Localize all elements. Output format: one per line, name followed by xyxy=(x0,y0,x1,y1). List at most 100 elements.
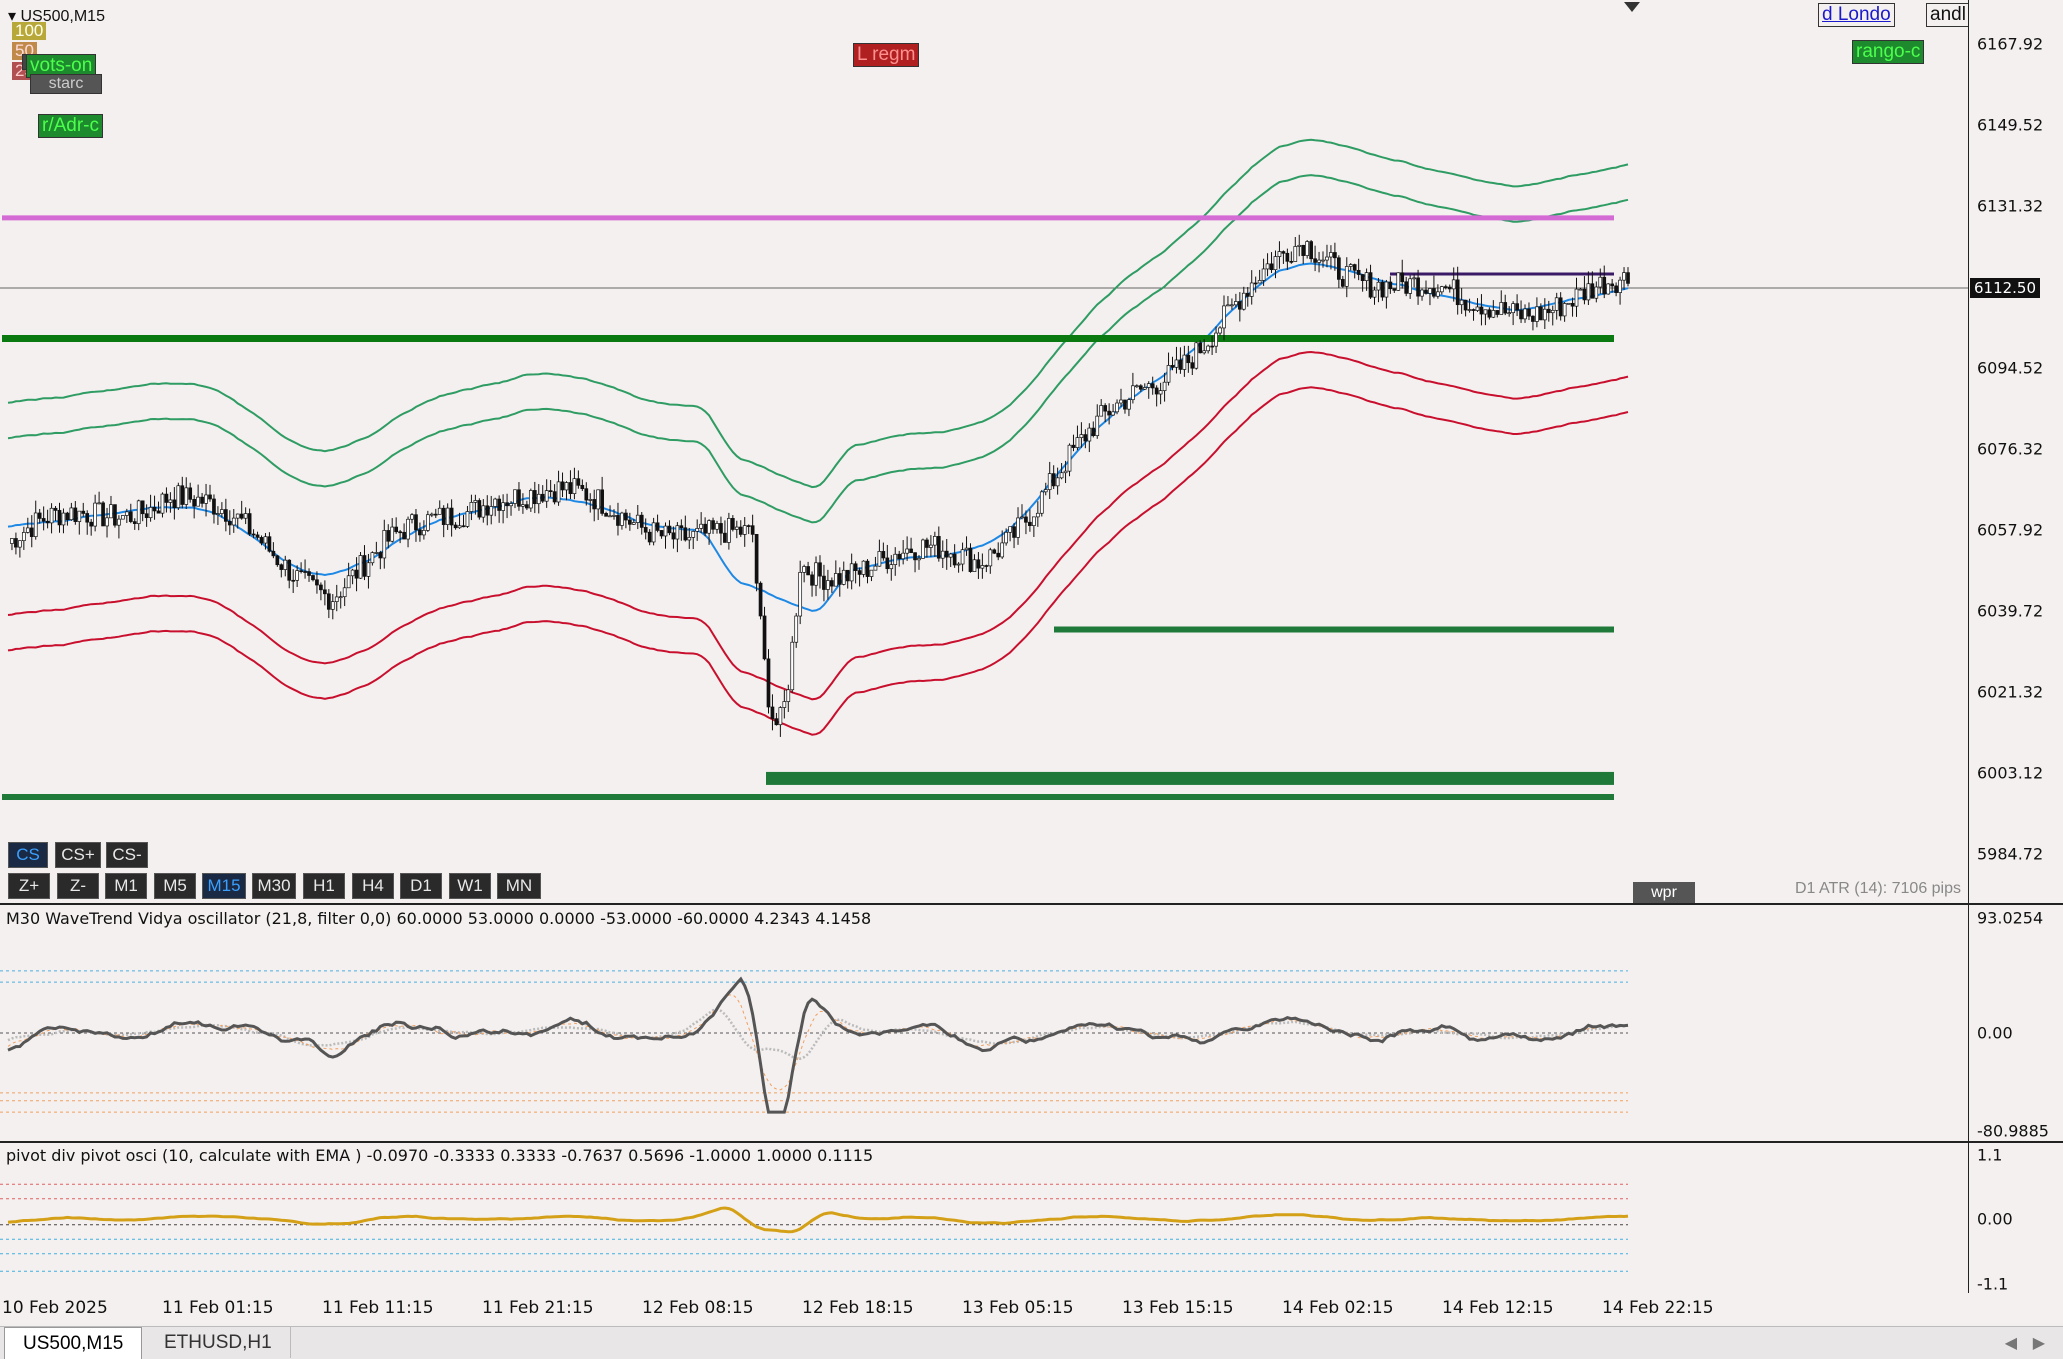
tab-us500-m15[interactable]: US500,M15 xyxy=(4,1327,143,1359)
time-tick: 11 Feb 21:15 xyxy=(482,1298,594,1318)
piv-tick: 1.1 xyxy=(1977,1145,2003,1165)
candle-body xyxy=(1059,472,1064,479)
pane-divider[interactable] xyxy=(0,903,2063,905)
candle-body xyxy=(1154,387,1159,395)
timeframe-h4-button[interactable]: H4 xyxy=(352,873,394,899)
candle-body xyxy=(97,502,101,505)
candle-body xyxy=(124,511,129,516)
candle-body xyxy=(643,527,648,533)
scroll-right-icon[interactable]: ▶ xyxy=(2032,1335,2045,1352)
candle-body xyxy=(1495,310,1500,315)
candle-body xyxy=(164,493,169,503)
timeframe-w1-button[interactable]: W1 xyxy=(449,873,491,899)
candle-body xyxy=(877,551,882,567)
candle-body xyxy=(1067,444,1072,472)
zoom-out-button[interactable]: Z- xyxy=(57,873,99,899)
candle-body xyxy=(477,500,482,518)
wavetrend-pane[interactable]: M30 WaveTrend Vidya oscillator (21,8, fi… xyxy=(0,905,1968,1141)
price-tick: 6076.32 xyxy=(1977,439,2044,459)
zoom-in-button[interactable]: Z+ xyxy=(8,873,50,899)
price-chart-svg[interactable] xyxy=(0,0,1968,903)
candle-body xyxy=(806,566,810,576)
candle-body xyxy=(1020,516,1024,519)
candle-body xyxy=(275,555,280,566)
time-tick: 13 Feb 15:15 xyxy=(1122,1298,1234,1318)
pivot-osc-line xyxy=(7,1206,1629,1234)
candle-body xyxy=(1499,302,1504,315)
candle-body xyxy=(727,518,731,543)
candle-body xyxy=(223,509,228,522)
chart-tab-bar: US500,M15 ETHUSD,H1 ◀ ▶ xyxy=(0,1326,2063,1359)
london-label[interactable]: d Londo xyxy=(1818,3,1895,27)
candle-body xyxy=(925,539,929,548)
wpr-button[interactable]: wpr xyxy=(1633,882,1695,903)
candle-body xyxy=(1356,269,1361,275)
candle-body xyxy=(1610,283,1615,287)
scroll-left-icon[interactable]: ◀ xyxy=(2004,1335,2017,1352)
candle-body xyxy=(1047,473,1052,490)
candle-label[interactable]: andl xyxy=(1926,3,1968,27)
candle-body xyxy=(837,573,842,585)
candle-body xyxy=(370,552,375,564)
candle-body xyxy=(1348,264,1353,267)
candle-body xyxy=(544,490,549,502)
candle-body xyxy=(1372,289,1377,298)
chart-shift-icon[interactable] xyxy=(1624,2,1640,12)
candle-body xyxy=(160,493,165,514)
candle-body xyxy=(1523,308,1527,320)
candle-body xyxy=(901,552,906,560)
candle-body xyxy=(1598,276,1603,288)
drango-button[interactable]: rango-c xyxy=(1852,40,1925,64)
candle-body xyxy=(1190,362,1195,369)
candle-body xyxy=(893,553,898,565)
candle-body xyxy=(988,549,993,567)
candle-body xyxy=(1317,259,1321,263)
candle-body xyxy=(402,531,406,540)
candle-body xyxy=(342,587,347,598)
wavetrend-axis: 93.0254 0.00 -80.9885 xyxy=(1968,905,2063,1141)
candle-body xyxy=(1531,315,1535,322)
candle-body xyxy=(1313,258,1317,263)
candle-body xyxy=(1443,286,1448,288)
price-chart-pane[interactable]: ▾ US500,M15 100 50 25 vots-on starc r/Ad… xyxy=(0,0,1968,903)
timeframe-m30-button[interactable]: M30 xyxy=(252,873,296,899)
candle-body xyxy=(1000,542,1005,558)
cs-minus-button[interactable]: CS- xyxy=(106,842,148,868)
candle-body xyxy=(1360,274,1365,282)
timeframe-m5-button[interactable]: M5 xyxy=(154,873,196,899)
pivot-osc-pane[interactable]: pivot div pivot osci (10, calculate with… xyxy=(0,1143,1968,1293)
candle-body xyxy=(45,520,50,524)
candle-body xyxy=(822,575,826,590)
starc-button[interactable]: starc xyxy=(30,74,102,94)
candle-body xyxy=(616,515,620,526)
candle-body xyxy=(362,555,367,577)
candle-body xyxy=(152,507,157,512)
candle-body xyxy=(750,525,755,535)
candle-body xyxy=(172,499,177,509)
candle-body xyxy=(501,502,505,511)
cs-plus-button[interactable]: CS+ xyxy=(55,842,101,868)
candle-body xyxy=(913,552,917,561)
timeframe-m1-button[interactable]: M1 xyxy=(105,873,147,899)
candle-body xyxy=(1404,281,1409,294)
timeframe-h1-button[interactable]: H1 xyxy=(303,873,345,899)
price-axis[interactable]: 6167.92 6149.52 6131.32 6094.52 6076.32 … xyxy=(1968,0,2063,903)
tab-ethusd-h1[interactable]: ETHUSD,H1 xyxy=(146,1327,291,1358)
adr-button[interactable]: r/Adr-c xyxy=(38,114,103,138)
candle-body xyxy=(1519,309,1523,320)
regime-button[interactable]: L regm xyxy=(853,43,920,67)
price-tick: 6021.32 xyxy=(1977,682,2044,702)
collapse-triangle-icon[interactable]: ▾ xyxy=(8,8,17,25)
timeframe-d1-button[interactable]: D1 xyxy=(400,873,442,899)
timeframe-mn-button[interactable]: MN xyxy=(497,873,541,899)
candle-body xyxy=(196,496,200,507)
cs-button[interactable]: CS xyxy=(8,842,48,868)
pane-divider[interactable] xyxy=(0,1141,2063,1143)
upper-band-outer-line xyxy=(7,138,1629,489)
candle-body xyxy=(849,563,854,582)
timeframe-m15-button[interactable]: M15 xyxy=(202,873,246,899)
candle-body xyxy=(1127,399,1131,410)
candle-body xyxy=(216,513,220,515)
candle-body xyxy=(572,478,577,494)
support-zone-rect xyxy=(766,771,1614,785)
